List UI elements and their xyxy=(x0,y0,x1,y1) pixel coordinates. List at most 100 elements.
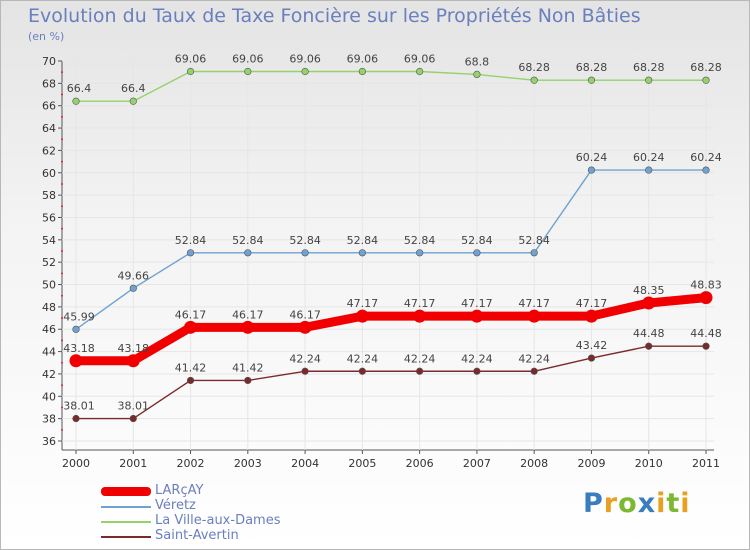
data-point-la-ville-aux-dames xyxy=(244,67,252,76)
data-label-larcay: 46.17 xyxy=(289,308,321,321)
x-tick-label: 2000 xyxy=(62,457,90,470)
data-point-la-ville-aux-dames xyxy=(358,67,366,76)
data-point-larcay xyxy=(642,296,656,310)
x-tick-label: 2008 xyxy=(520,457,548,470)
x-tick-label: 2002 xyxy=(177,457,205,470)
data-point-larcay xyxy=(470,309,484,323)
data-label-la-ville-aux-dames: 69.06 xyxy=(347,53,379,66)
logo-letter: i xyxy=(680,488,691,519)
series-line-la-ville-aux-dames xyxy=(75,70,707,102)
data-point-veretz xyxy=(702,166,710,174)
y-tick-label: 50 xyxy=(42,279,56,292)
data-label-la-ville-aux-dames: 66.4 xyxy=(121,82,146,95)
data-label-larcay: 48.83 xyxy=(690,279,722,292)
data-point-saint-avertin xyxy=(301,367,309,375)
data-label-larcay: 47.17 xyxy=(518,297,550,310)
unit-label: (en %) xyxy=(28,30,65,43)
data-point-la-ville-aux-dames xyxy=(645,76,653,84)
logo-letter: r xyxy=(603,488,619,519)
data-point-saint-avertin xyxy=(72,414,80,423)
data-point-la-ville-aux-dames xyxy=(587,76,596,84)
y-tick-label: 68 xyxy=(42,77,56,90)
y-tick-label: 52 xyxy=(42,256,56,269)
data-point-saint-avertin xyxy=(244,376,252,385)
y-minor-tick xyxy=(61,361,63,364)
y-tick-label: 46 xyxy=(42,323,56,336)
data-label-veretz: 52.84 xyxy=(461,234,493,247)
series-line-saint-avertin xyxy=(75,345,707,420)
data-label-saint-avertin: 42.24 xyxy=(518,352,550,365)
data-label-veretz: 52.84 xyxy=(289,234,321,247)
legend-label: LARçAY xyxy=(155,483,204,498)
data-point-la-ville-aux-dames xyxy=(473,70,481,79)
data-label-la-ville-aux-dames: 69.06 xyxy=(404,53,436,66)
y-tick-label: 54 xyxy=(42,234,56,247)
data-label-larcay: 46.17 xyxy=(232,308,264,321)
data-point-veretz xyxy=(587,166,596,174)
data-point-la-ville-aux-dames xyxy=(530,76,538,84)
data-label-la-ville-aux-dames: 68.8 xyxy=(465,55,490,68)
data-point-la-ville-aux-dames xyxy=(72,97,80,105)
data-point-larcay xyxy=(241,320,255,334)
data-label-veretz: 60.24 xyxy=(690,151,722,164)
x-tick-label: 2003 xyxy=(234,457,262,470)
data-label-saint-avertin: 42.24 xyxy=(404,352,436,365)
data-label-la-ville-aux-dames: 68.28 xyxy=(518,61,550,74)
y-minor-tick xyxy=(61,294,63,297)
data-point-veretz xyxy=(416,249,424,257)
data-label-saint-avertin: 38.01 xyxy=(63,400,95,413)
data-point-larcay xyxy=(298,320,312,334)
y-minor-tick xyxy=(61,160,63,163)
data-label-larcay: 43.18 xyxy=(63,342,95,355)
data-label-larcay: 43.18 xyxy=(118,342,150,355)
y-tick-label: 42 xyxy=(42,368,56,381)
legend-swatch xyxy=(101,506,151,508)
data-label-saint-avertin: 42.24 xyxy=(347,352,379,365)
data-point-saint-avertin xyxy=(530,367,538,375)
data-point-la-ville-aux-dames xyxy=(186,67,195,76)
data-label-veretz: 52.84 xyxy=(232,234,264,247)
data-point-larcay xyxy=(126,354,140,368)
data-label-saint-avertin: 42.24 xyxy=(289,352,321,365)
legend-swatch xyxy=(101,521,151,523)
y-tick-label: 40 xyxy=(42,390,56,403)
data-point-saint-avertin xyxy=(358,367,366,375)
data-point-la-ville-aux-dames xyxy=(702,76,710,84)
data-label-saint-avertin: 38.01 xyxy=(118,400,150,413)
data-label-larcay: 47.17 xyxy=(404,297,436,310)
y-minor-tick xyxy=(61,71,63,74)
data-label-larcay: 47.17 xyxy=(576,297,608,310)
data-label-la-ville-aux-dames: 68.28 xyxy=(576,61,608,74)
y-minor-tick xyxy=(61,138,63,141)
data-point-saint-avertin xyxy=(587,354,596,362)
data-label-veretz: 52.84 xyxy=(347,234,379,247)
x-tick-label: 2006 xyxy=(406,457,434,470)
y-minor-tick xyxy=(61,205,63,208)
data-point-la-ville-aux-dames xyxy=(129,97,137,105)
data-label-saint-avertin: 43.42 xyxy=(576,339,608,352)
data-label-la-ville-aux-dames: 69.06 xyxy=(175,53,207,66)
series-line-larcay xyxy=(71,293,711,366)
data-point-veretz xyxy=(473,249,481,257)
data-label-la-ville-aux-dames: 69.06 xyxy=(232,53,264,66)
y-minor-tick xyxy=(61,272,63,275)
logo-letter: x xyxy=(637,488,657,519)
data-label-saint-avertin: 41.42 xyxy=(232,361,264,374)
data-point-veretz xyxy=(358,249,366,257)
data-point-veretz xyxy=(186,249,195,257)
data-point-veretz xyxy=(72,325,80,333)
y-tick-label: 58 xyxy=(42,189,56,202)
data-point-larcay xyxy=(69,354,83,368)
y-tick-label: 60 xyxy=(42,167,56,180)
y-minor-tick xyxy=(61,227,63,230)
data-label-veretz: 52.84 xyxy=(175,234,207,247)
x-tick-label: 2001 xyxy=(119,457,147,470)
data-point-larcay xyxy=(355,309,369,323)
data-label-larcay: 48.35 xyxy=(633,284,665,297)
data-label-larcay: 47.17 xyxy=(347,297,379,310)
y-tick-label: 44 xyxy=(42,346,56,359)
x-tick-label: 2007 xyxy=(463,457,491,470)
legend-label: Saint-Avertin xyxy=(155,528,239,543)
